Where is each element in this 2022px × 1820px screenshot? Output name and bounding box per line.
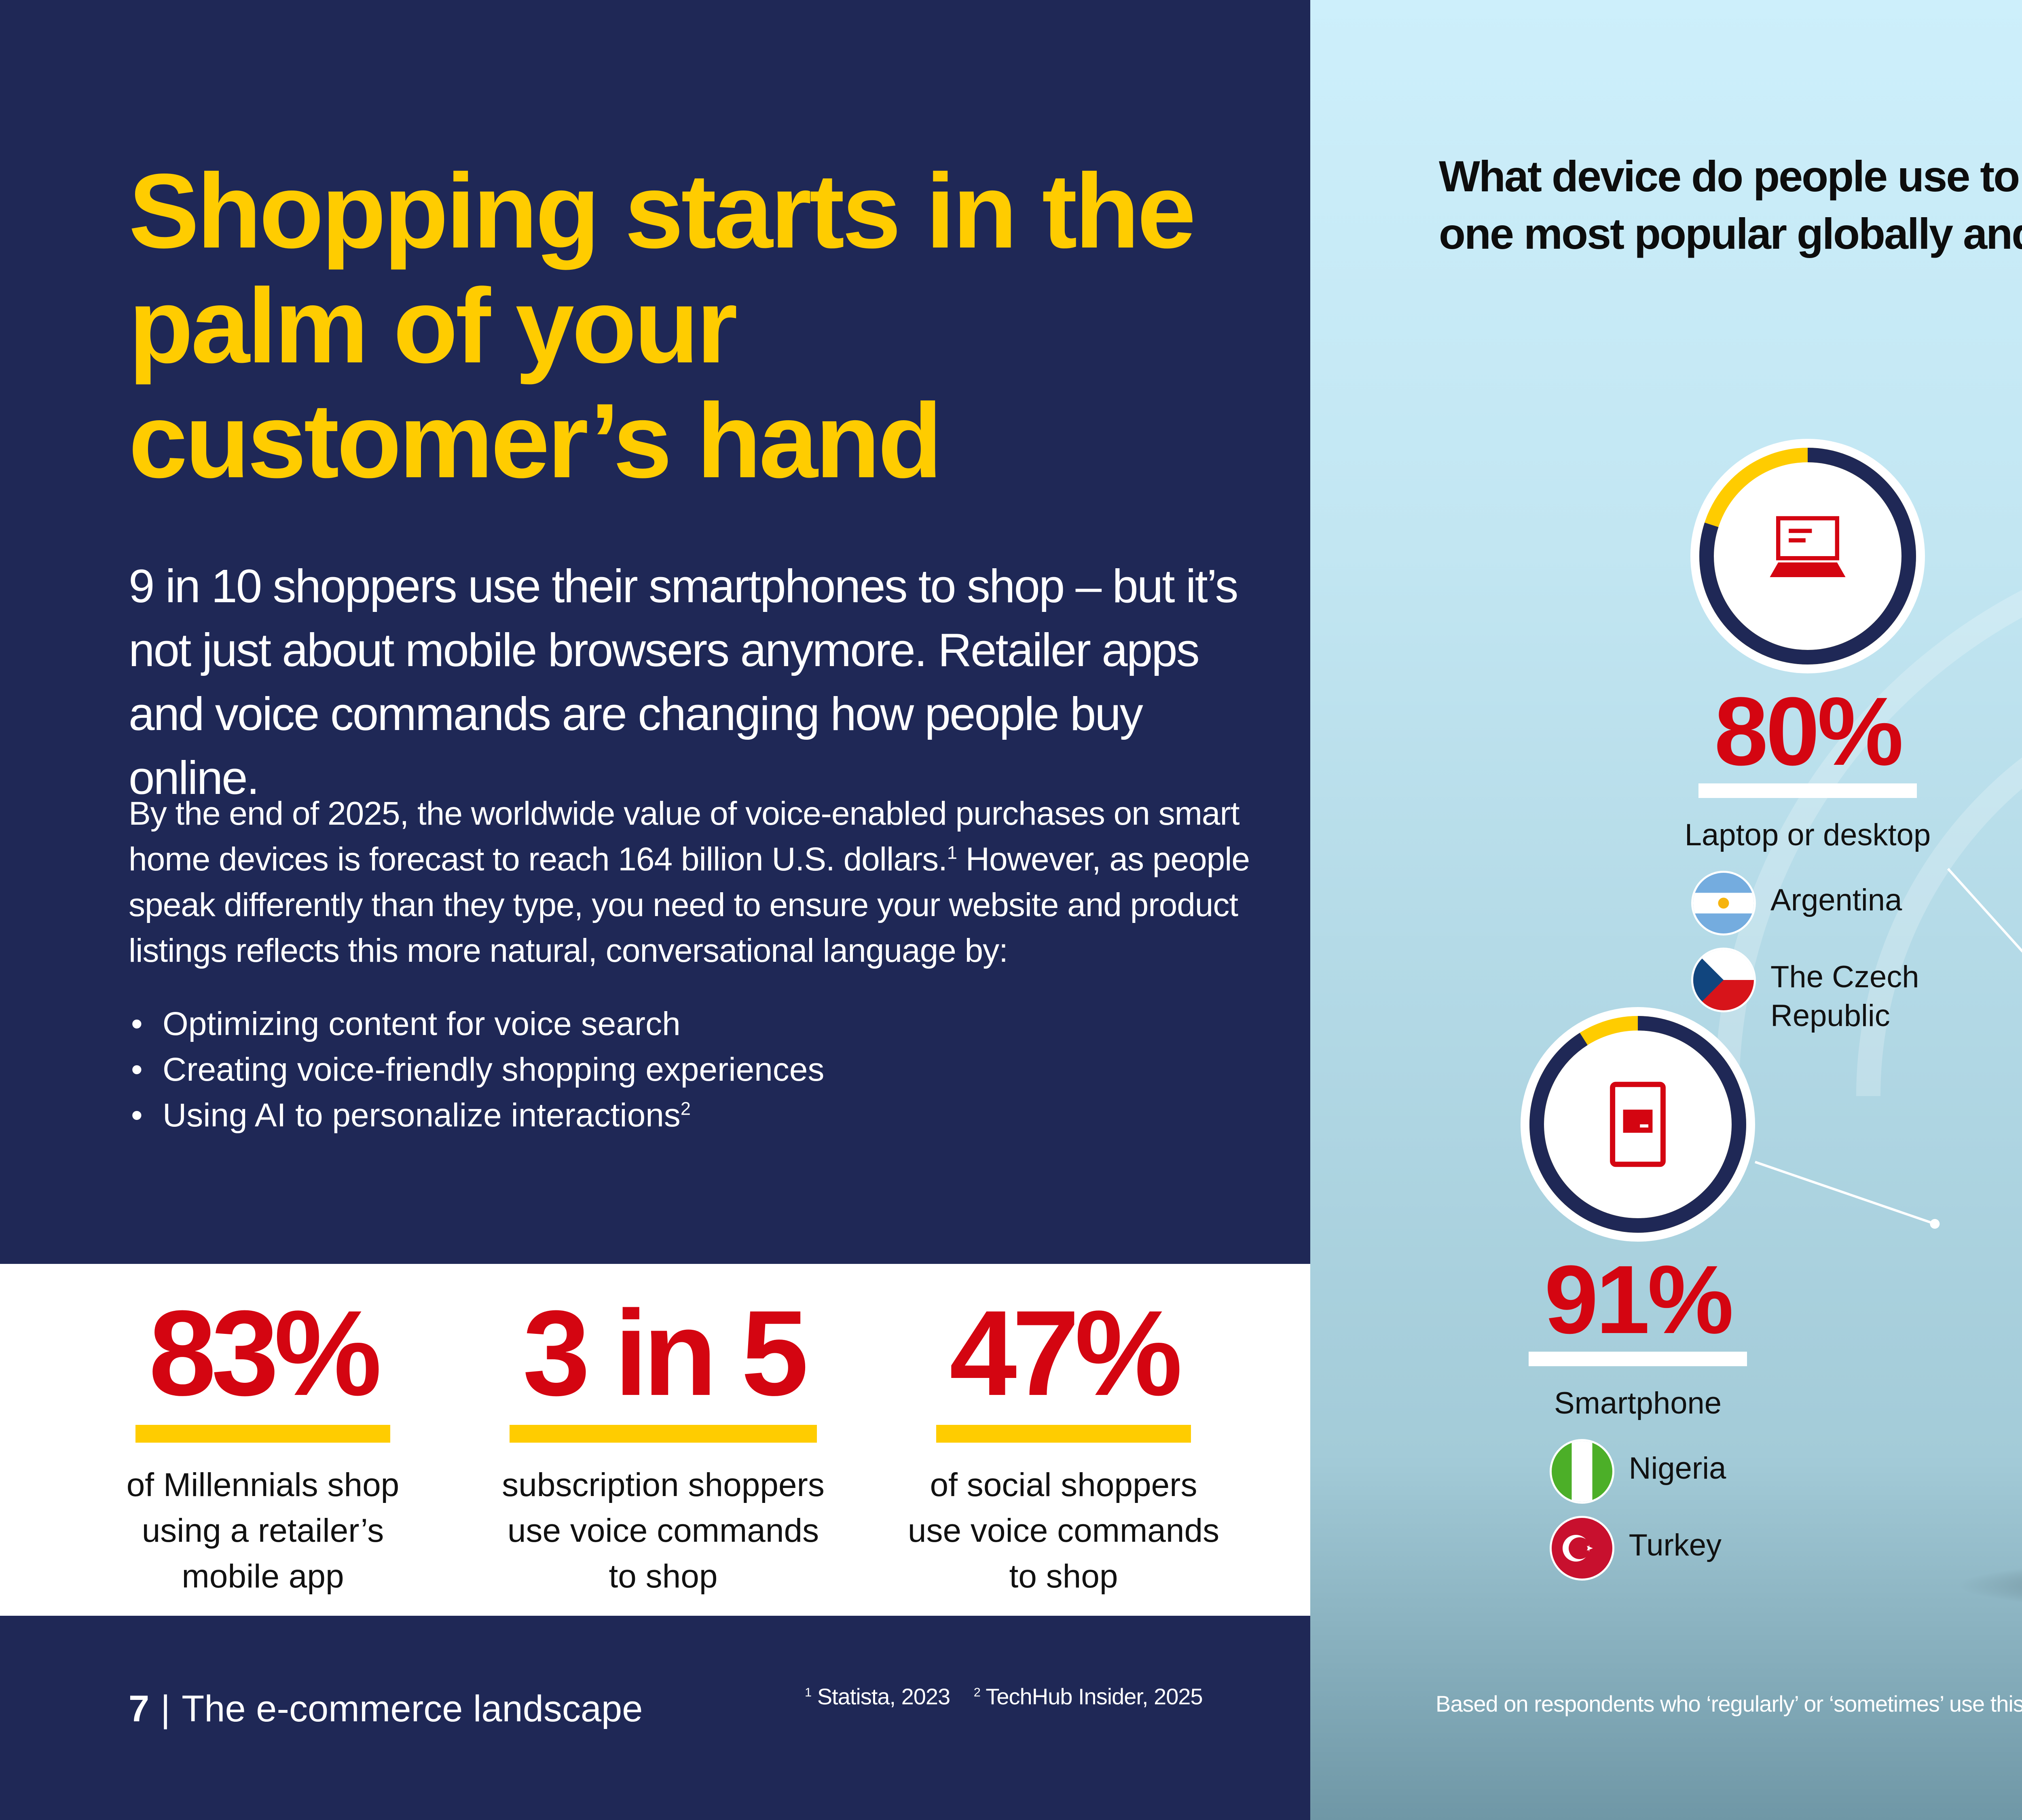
bullet-item: Using AI to personalize interactions2 <box>129 1092 1269 1138</box>
bullet-item: Creating voice-friendly shopping experie… <box>129 1047 1269 1092</box>
footnote-note: Based on respondents who ‘regularly’ or … <box>1436 1691 2022 1716</box>
footnote: 2 TechHub Insider, 2025 <box>974 1684 1203 1709</box>
bullet-item: Optimizing content for voice search <box>129 1001 1269 1047</box>
bullet-text: Using AI to personalize interactions <box>163 1097 681 1134</box>
country-name: The Czech Republic <box>1770 960 1919 1033</box>
stat-text: subscription shoppers use voice commands… <box>502 1467 825 1595</box>
device-label: Smartphone <box>1554 1386 1722 1420</box>
progress-ring <box>1516 1003 1759 1246</box>
body-text-2: However, as people speak differently tha… <box>129 841 1250 969</box>
device-label: Laptop or desktop <box>1684 818 1931 852</box>
device-laptop: 80% Laptop or desktop Argentina The Czech… <box>1622 435 1994 1048</box>
smart-speaker-image <box>1957 1568 2022 1603</box>
stat-text: of Millennials shop using a retailer’s m… <box>126 1467 400 1595</box>
bullet-text: Creating voice-friendly shopping experie… <box>163 1051 825 1088</box>
stat-text: of social shoppers use voice commands to… <box>907 1467 1220 1595</box>
page-number: 7 <box>129 1688 150 1729</box>
device-percent: 80% <box>1714 677 1904 785</box>
bullet-list: Optimizing content for voice search Crea… <box>129 1001 1269 1138</box>
stat-value: 3 in 5 <box>522 1285 809 1421</box>
percent-underline <box>1529 1352 1747 1366</box>
percent-underline <box>1698 783 1917 798</box>
country-name: Turkey <box>1629 1528 1722 1562</box>
body-text-1: By the end of 2025, the worldwide value … <box>129 795 1240 878</box>
stat-underline <box>510 1425 817 1443</box>
stat-underline <box>936 1425 1191 1443</box>
right-panel: What device do people use to shop online… <box>1310 0 2022 1820</box>
section-name: The e-commerce landscape <box>182 1688 643 1729</box>
laptop-icon <box>1755 504 1860 609</box>
stat-subscription: 3 in 5 subscription shoppers use voice c… <box>481 1288 845 1599</box>
country-name: Argentina <box>1770 883 1902 917</box>
country-list: Argentina The Czech Republic <box>1691 871 1924 1048</box>
flag-nigeria-icon <box>1549 1439 1614 1504</box>
footnote-text: Statista, 2023 <box>817 1684 950 1709</box>
footnotes: 1 Statista, 2023 2 TechHub Insider, 2025 <box>805 1682 1220 1711</box>
bullet-sup: 2 <box>680 1098 691 1119</box>
ring-value-arc <box>1529 1016 1746 1233</box>
stat-underline <box>135 1425 390 1443</box>
footnote-num: 1 <box>805 1685 812 1699</box>
country-item: Turkey <box>1549 1516 1726 1581</box>
country-item: Nigeria <box>1549 1439 1726 1504</box>
country-item: Argentina <box>1691 871 1924 935</box>
stats-strip: 83% of Millennials shop using a retailer… <box>0 1264 1310 1616</box>
country-name: Nigeria <box>1629 1451 1726 1486</box>
progress-ring <box>1686 435 1929 677</box>
stat-value: 83% <box>148 1285 382 1421</box>
country-item: The Czech Republic <box>1691 948 1924 1035</box>
flag-argentina-icon <box>1691 871 1756 935</box>
footer-separator: | <box>161 1688 171 1729</box>
stat-value: 47% <box>949 1285 1182 1421</box>
ring-value-arc <box>1699 448 1916 665</box>
flag-turkey-icon <box>1549 1516 1614 1581</box>
chart-title: What device do people use to shop online… <box>1439 152 2022 258</box>
flag-czech-icon <box>1691 948 1756 1012</box>
country-list: Nigeria Turkey <box>1549 1439 1726 1593</box>
lead-paragraph: 9 in 10 shoppers use their smartphones t… <box>129 560 1239 804</box>
page-footer: 7 | The e-commerce landscape <box>129 1689 643 1729</box>
device-percent: 91% <box>1544 1245 1734 1354</box>
footnote-ref-1: 1 <box>947 842 957 863</box>
headline: Shopping starts in the palm of your cust… <box>129 152 1196 500</box>
left-panel: Shopping starts in the palm of your cust… <box>0 0 1310 1820</box>
stat-social: 47% of social shoppers use voice command… <box>882 1288 1246 1599</box>
smartphone-shop-icon <box>1585 1072 1690 1177</box>
footnote-num: 2 <box>973 1685 981 1699</box>
footnote-text: TechHub Insider, 2025 <box>986 1684 1203 1709</box>
stat-millennials: 83% of Millennials shop using a retailer… <box>81 1288 445 1599</box>
footnote: 1 Statista, 2023 <box>805 1684 950 1709</box>
bullet-text: Optimizing content for voice search <box>163 1005 681 1042</box>
body-paragraph: By the end of 2025, the worldwide value … <box>129 791 1269 973</box>
device-smartphone: 91% Smartphone Nigeria Turkey <box>1452 1003 1824 1593</box>
